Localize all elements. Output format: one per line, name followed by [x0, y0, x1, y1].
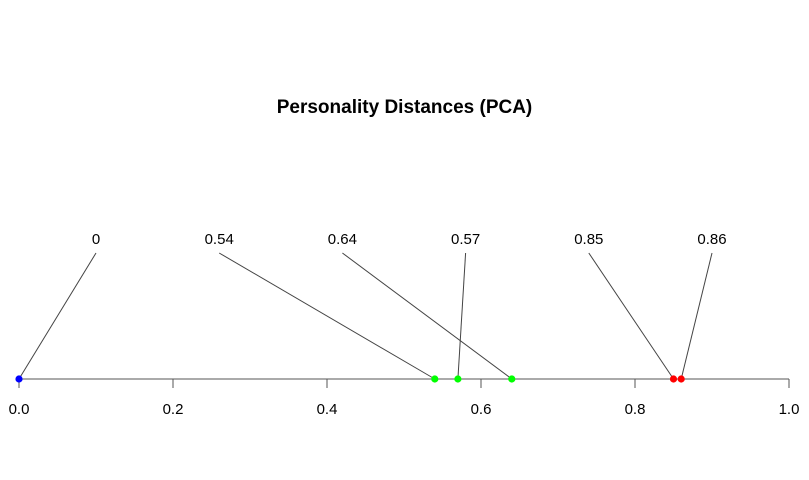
data-label: 0.57	[451, 231, 480, 248]
leader-line	[680, 252, 713, 380]
chart-title: Personality Distances (PCA)	[276, 97, 533, 118]
data-point	[431, 375, 439, 383]
data-point	[677, 375, 685, 383]
data-label: 0	[92, 231, 100, 248]
x-axis: 0.0 0.2 0.4 0.6 0.8 1.0	[9, 378, 800, 418]
x-tick-label: 1.0	[779, 401, 800, 418]
leader-lines	[18, 252, 713, 380]
data-point	[508, 375, 516, 383]
leader-line	[218, 252, 436, 380]
x-tick-label: 0.8	[625, 401, 646, 418]
leader-line	[457, 252, 467, 380]
x-tick-label: 0.4	[317, 401, 338, 418]
x-tick-label: 0.0	[9, 401, 30, 418]
data-label: 0.86	[697, 231, 726, 248]
x-tick-label: 0.6	[471, 401, 492, 418]
leader-line	[342, 252, 513, 380]
data-point	[454, 375, 462, 383]
data-labels: 0 0.54 0.64 0.57 0.85 0.86	[92, 231, 727, 248]
x-tick-label: 0.2	[163, 401, 184, 418]
leader-line	[18, 252, 97, 380]
data-label: 0.85	[574, 231, 603, 248]
data-label: 0.54	[205, 231, 234, 248]
leader-line	[588, 252, 674, 380]
data-point	[15, 375, 23, 383]
data-point	[669, 375, 678, 383]
data-points	[15, 375, 685, 383]
data-label: 0.64	[328, 231, 357, 248]
